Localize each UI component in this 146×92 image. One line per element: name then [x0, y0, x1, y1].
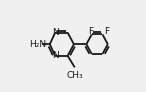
Text: F: F: [88, 27, 93, 36]
Text: H₂N: H₂N: [29, 40, 46, 49]
Text: N: N: [52, 51, 59, 60]
Text: CH₃: CH₃: [66, 71, 83, 80]
Text: F: F: [104, 27, 109, 36]
Text: N: N: [52, 28, 59, 37]
